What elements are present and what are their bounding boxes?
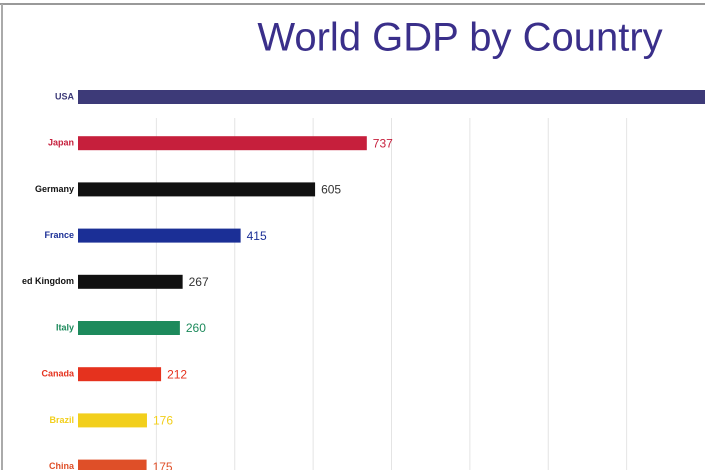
value-label: 260: [186, 321, 206, 335]
bar: [78, 367, 162, 382]
grid: [155, 118, 628, 470]
value-label: 267: [189, 275, 209, 289]
category-label: Canada: [41, 369, 75, 379]
category-label: Japan: [48, 138, 74, 148]
category-label: Italy: [56, 322, 74, 332]
bar: [78, 182, 316, 197]
category-label: USA: [55, 91, 75, 101]
category-label: Brazil: [49, 415, 74, 425]
bar: [78, 90, 705, 104]
bar: [78, 136, 367, 151]
value-label: 212: [167, 367, 187, 381]
bars: USA Japan 737 Germany 605 France 415 ed Kingdom…: [22, 90, 705, 470]
bar: [78, 228, 241, 243]
bar: [78, 459, 147, 470]
category-label: ed Kingdom: [22, 276, 74, 286]
bar: [78, 274, 183, 289]
value-label: 737: [373, 136, 393, 150]
value-label: 175: [153, 460, 173, 470]
bar: [78, 321, 180, 335]
value-label: 176: [153, 414, 173, 428]
value-label: 605: [321, 183, 341, 197]
category-label: China: [49, 461, 75, 470]
category-label: Germany: [35, 184, 74, 194]
chart-title: World GDP by Country: [257, 16, 662, 60]
bar: [78, 413, 147, 428]
value-label: 415: [247, 229, 267, 243]
category-label: France: [44, 230, 74, 240]
